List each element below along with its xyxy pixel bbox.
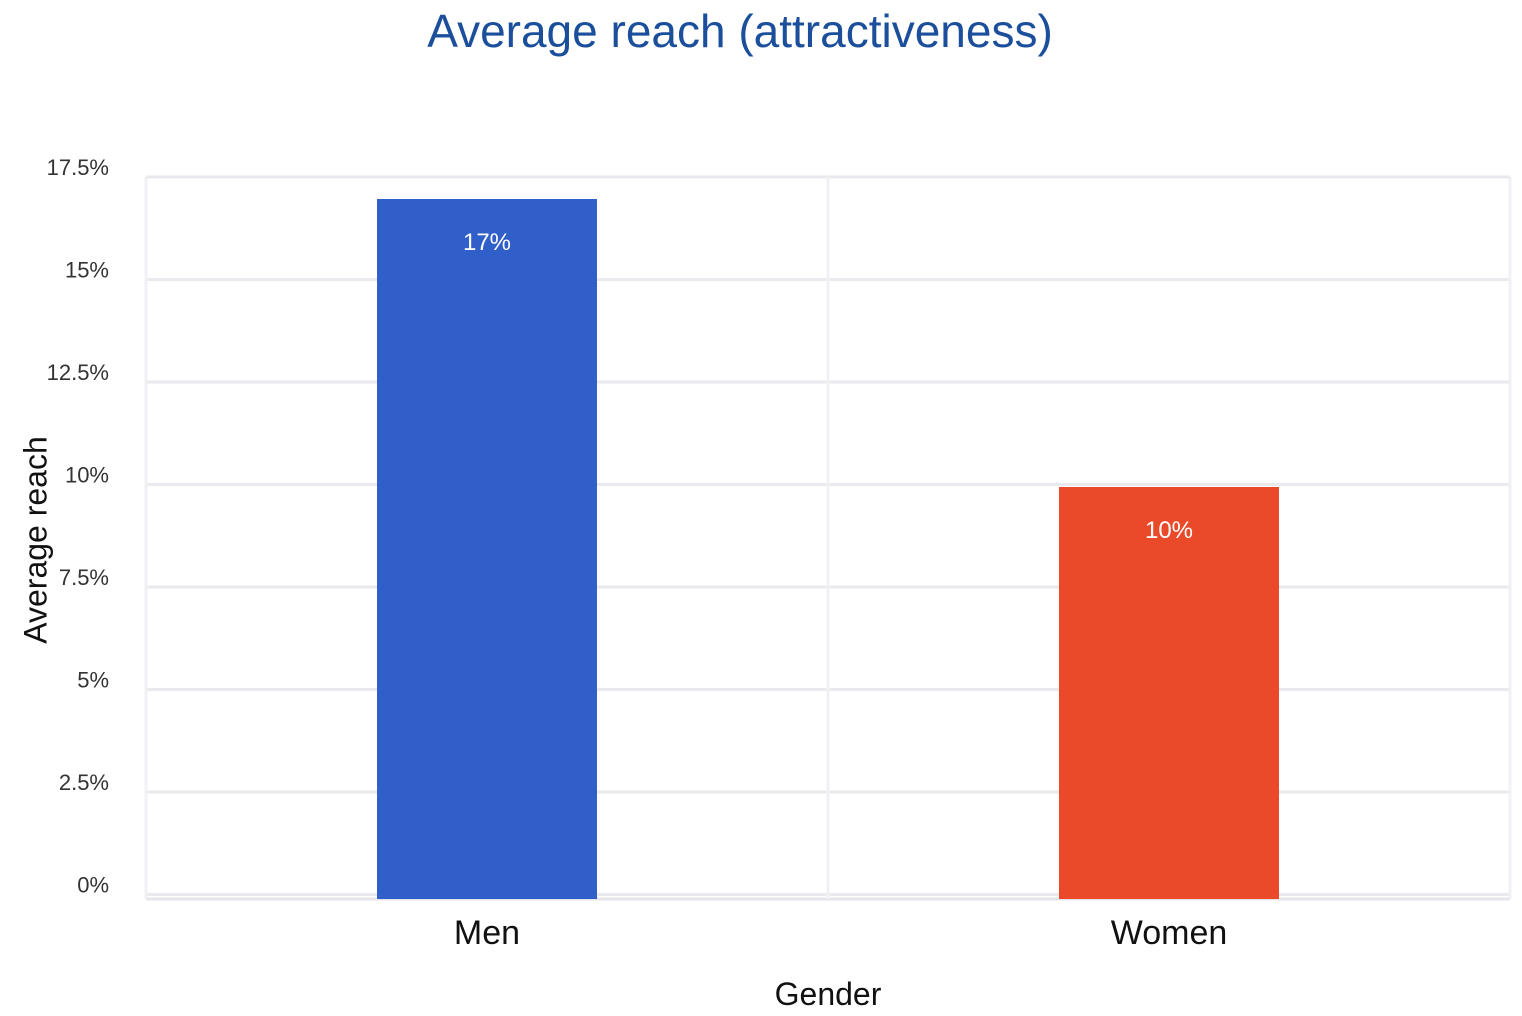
y-tick-label: 7.5% <box>59 565 109 590</box>
y-tick-label: 5% <box>77 668 109 693</box>
y-tick-label: 17.5% <box>47 155 109 180</box>
data-label: 10% <box>1145 517 1193 544</box>
chart-title: Average reach (attractiveness) <box>427 5 1053 57</box>
y-tick-label: 2.5% <box>59 770 109 795</box>
y-tick-label: 12.5% <box>47 360 109 385</box>
bar-women <box>1059 487 1279 899</box>
x-tick-label: Men <box>454 914 520 952</box>
y-tick-label: 10% <box>65 463 109 488</box>
data-label: 17% <box>463 229 511 256</box>
x-axis-label: Gender <box>774 976 882 1012</box>
y-tick-label: 15% <box>65 258 109 283</box>
y-tick-label: 0% <box>77 873 109 898</box>
bar-men <box>377 199 597 899</box>
x-tick-label: Women <box>1111 914 1228 952</box>
